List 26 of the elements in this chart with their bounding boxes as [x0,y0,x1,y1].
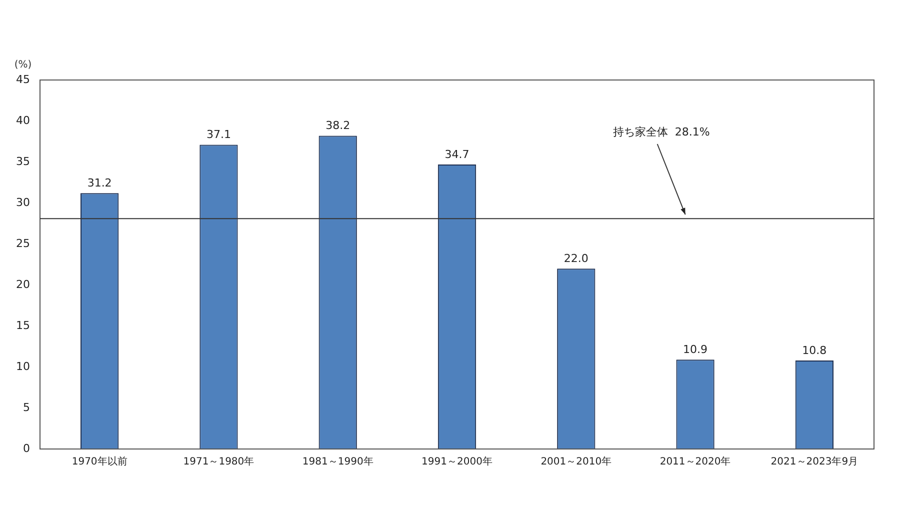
data-label: 10.8 [802,344,827,357]
x-tick-label: 2011～2020年 [660,456,731,468]
y-axis-title: (%) [14,60,32,71]
data-label: 31.2 [87,176,112,190]
data-label: 34.7 [444,148,470,161]
data-label: 38.2 [326,119,350,132]
y-tick-label: 30 [16,196,30,209]
x-tick-label: 1991～2000年 [422,456,492,468]
y-tick-label: 35 [16,154,30,168]
x-tick-label: 1981～1990年 [302,456,374,468]
y-tick-label: 20 [16,278,30,291]
x-tick-label: 2021～2023年9月 [770,456,858,468]
x-tick-label: 1971～1980年 [183,456,254,468]
ref-line-label: 持ち家全体 28.1% [612,125,710,138]
data-label: 37.1 [206,128,231,142]
y-tick-label: 10 [16,360,30,373]
y-tick-label: 15 [16,318,30,332]
y-tick-label: 25 [16,236,30,250]
y-tick-label: 5 [22,400,30,414]
x-tick-label: 2001～2010年 [540,456,612,468]
data-label: 22.0 [564,252,588,265]
x-tick-label: 1970年以前 [72,456,128,468]
data-label: 10.9 [683,342,708,356]
y-tick-label: 0 [22,442,30,455]
y-tick-label: 45 [16,72,30,86]
y-tick-label: 40 [16,114,30,127]
